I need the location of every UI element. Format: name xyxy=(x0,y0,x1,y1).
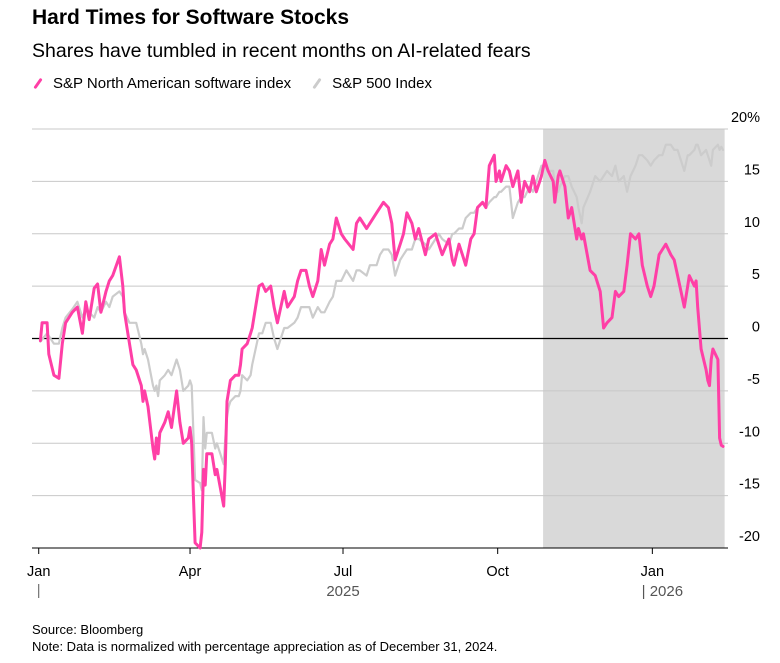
series-line-sp500 xyxy=(39,143,725,492)
legend: S&P North American software index S&P 50… xyxy=(32,75,452,92)
x-tick-label: Apr xyxy=(179,564,202,580)
note-text: Note: Data is normalized with percentage… xyxy=(32,639,498,654)
y-tick-label: 0 xyxy=(752,320,760,336)
legend-item-sp500: S&P 500 Index xyxy=(311,75,432,92)
chart-title: Hard Times for Software Stocks xyxy=(32,6,350,29)
y-tick-label: -10 xyxy=(739,424,760,440)
y-tick-label: 15 xyxy=(744,162,760,178)
chart-subtitle: Shares have tumbled in recent months on … xyxy=(32,40,531,62)
legend-label-sp500: S&P 500 Index xyxy=(332,75,432,92)
y-tick-label: 10 xyxy=(744,215,760,231)
y-tick-label: 5 xyxy=(752,267,760,283)
y-tick-label: -20 xyxy=(739,529,760,545)
source-text: Source: Bloomberg xyxy=(32,622,144,637)
x-tick-label: Jul xyxy=(334,564,353,580)
legend-label-software: S&P North American software index xyxy=(53,75,292,92)
line-chart: 20% 15 10 5 0 -5 -10 -15 -20 Jan Apr Jul Oct Jan 2025 |… xyxy=(27,110,760,600)
year-label: | 2026 xyxy=(642,583,683,600)
legend-item-software: S&P North American software index xyxy=(32,75,291,92)
y-tick-label: 20% xyxy=(731,110,760,126)
y-tick-label: -15 xyxy=(739,477,760,493)
x-tick-label: Oct xyxy=(486,564,509,580)
year-label: 2025 xyxy=(326,583,359,600)
x-tick-label: Jan xyxy=(641,564,664,580)
series-line-software xyxy=(38,153,725,550)
y-tick-label: -5 xyxy=(747,372,760,388)
x-tick-label: Jan xyxy=(27,564,50,580)
